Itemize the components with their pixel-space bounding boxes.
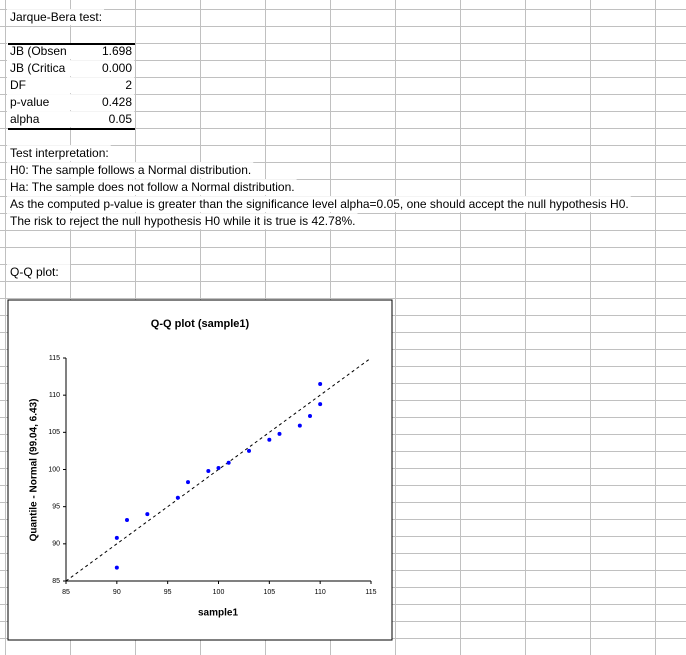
y-tick-label: 110 [49, 392, 60, 399]
table-label: JB (Obsen [10, 44, 67, 58]
cell-background [7, 9, 105, 26]
table-value: 0.05 [109, 112, 133, 126]
interpretation-line: H0: The sample follows a Normal distribu… [10, 163, 251, 177]
point [114, 535, 119, 540]
x-axis-label: sample1 [198, 608, 238, 619]
y-tick-label: 115 [49, 355, 60, 362]
table-value: 0.000 [102, 61, 132, 75]
interpretation-line: As the computed p-value is greater than … [10, 197, 629, 211]
interpretation-line: The risk to reject the null hypothesis H… [10, 214, 356, 228]
point [125, 518, 129, 523]
table-value: 1.698 [102, 44, 132, 58]
x-tick-label: 90 [113, 589, 121, 596]
cell-background [7, 77, 70, 94]
chart-frame [7, 299, 393, 641]
cell-background [7, 111, 70, 128]
x-tick-label: 85 [62, 589, 70, 596]
table-value: 2 [125, 78, 132, 92]
cells: Jarque-Bera test: JB (Obsen 1.698 JB (Crit… [7, 9, 631, 281]
cell-background [7, 162, 254, 179]
point [114, 565, 119, 570]
point [216, 466, 221, 471]
y-tick-label: 90 [52, 541, 60, 548]
y-tick-label: 85 [52, 578, 60, 585]
chart-title: Q-Q plot (sample1) [151, 318, 250, 330]
x-tick-label: 115 [365, 589, 376, 596]
cell-background [7, 264, 70, 281]
cell-background [7, 213, 358, 230]
point [318, 382, 323, 387]
point [297, 423, 302, 428]
point [267, 437, 272, 442]
cell-background [7, 196, 631, 213]
y-tick-label: 100 [48, 466, 60, 473]
interpretation-line: Ha: The sample does not follow a Normal … [10, 180, 295, 194]
y-tick-label: 105 [48, 429, 60, 436]
point [226, 460, 231, 465]
point [318, 402, 323, 407]
qq-heading: Q-Q plot: [10, 265, 59, 279]
y-axis-label: Quantile - Normal (99.04, 6.43) [29, 399, 40, 542]
table-label: DF [10, 78, 26, 92]
table-label: alpha [10, 112, 40, 126]
table-label: JB (Critica [10, 61, 66, 75]
y-tick-label: 95 [52, 504, 60, 511]
chart: Q-Q plot (sample1) sample1 Quantile - No… [7, 299, 393, 641]
point [145, 512, 150, 517]
x-tick-label: 110 [315, 589, 326, 596]
point [206, 468, 211, 473]
table-value: 0.428 [102, 95, 132, 109]
cell-background [7, 43, 70, 60]
x-tick-label: 100 [213, 589, 225, 596]
point [247, 448, 251, 453]
point [277, 431, 282, 436]
point [308, 413, 312, 418]
table-label: p-value [10, 95, 50, 109]
cell-background [7, 179, 297, 196]
section-title: Jarque-Bera test: [10, 10, 102, 24]
cell-background [7, 94, 70, 111]
x-tick-label: 105 [263, 589, 275, 596]
interpretation-line: Test interpretation: [10, 146, 109, 160]
x-tick-label: 95 [164, 589, 172, 596]
cell-background [7, 60, 70, 77]
cell-background [7, 145, 111, 162]
point [186, 480, 190, 485]
point [175, 495, 180, 500]
